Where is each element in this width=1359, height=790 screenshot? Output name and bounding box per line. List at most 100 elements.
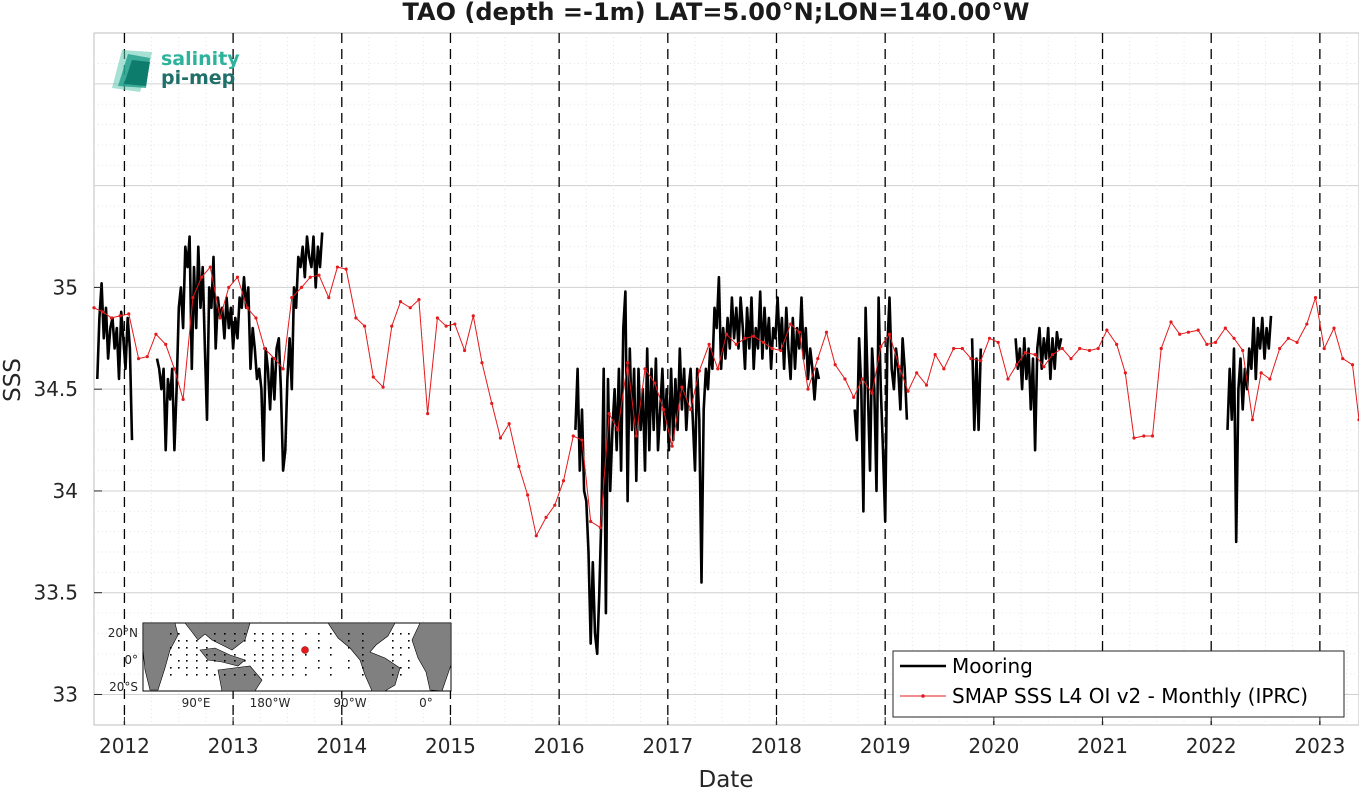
x-tick-label: 2019 [860,734,911,758]
inset-dot [408,647,410,649]
inset-dot [400,667,402,669]
series-smap-point [589,519,593,524]
series-smap-point [371,375,375,379]
series-smap-point [390,324,394,328]
series-smap-point [1096,346,1100,351]
series-smap-point [480,361,484,365]
inset-dot [206,640,208,642]
series-smap-point [462,348,467,353]
series-smap-point [987,336,992,340]
series-smap-point [833,363,837,367]
x-tick-label: 2021 [1077,734,1128,758]
inset-dot [400,647,402,649]
series-smap-point [444,324,448,328]
inset-dot [330,633,332,635]
inset-dot [178,667,180,669]
y-tick-label: 34.5 [33,377,78,401]
series-smap-point [398,300,403,304]
x-tick-label: 2017 [642,734,693,758]
inset-dot [318,633,320,635]
inset-dot [206,667,208,669]
inset-dot [196,660,198,662]
series-smap-point [1123,371,1127,375]
series-smap-point [109,316,113,320]
inset-dot [196,654,198,656]
series-smap-point [1295,340,1299,344]
map-lat-label-20s: 20°S [109,680,138,694]
inset-dot [348,660,350,662]
inset-dot [292,654,294,656]
inset-dot [244,660,246,662]
inset-dot [244,654,246,656]
inset-dot [318,640,320,642]
inset-africa [142,622,179,691]
series-smap-point [779,348,783,353]
salinity-pimep-logo: salinity pi-mep [112,48,240,92]
inset-dot [178,633,180,635]
inset-dot [186,647,188,649]
series-smap-point [879,344,883,349]
series-smap-point [408,306,412,310]
series-smap-point [235,275,240,279]
inset-dot [292,674,294,676]
series-smap-point [716,367,720,371]
inset-dot [400,633,402,635]
series-smap-point [1332,326,1336,330]
inset-dot [224,633,226,635]
inset-dot [196,667,198,669]
inset-dot [262,660,264,662]
series-smap-point [933,352,937,357]
inset-dot [392,654,394,656]
legend-label-smap: SMAP SSS L4 OI v2 - Monthly (IPRC) [952,684,1308,708]
series-smap-point [534,534,538,538]
series-smap-point [1259,371,1263,375]
inset-map-frame [142,622,452,692]
series-smap-point [897,365,901,369]
inset-dot [408,660,410,662]
series-smap-point [1050,352,1055,357]
inset-americas [327,622,401,692]
series-smap-point [327,295,331,300]
inset-dot [244,640,246,642]
inset-dot [262,674,264,676]
inset-dot [362,640,364,642]
inset-dot [186,640,188,642]
series-smap-point [979,359,983,363]
series-smap-point [1305,322,1309,326]
series-smap-point [92,306,96,310]
series-smap-point [290,295,294,300]
inset-dot [305,633,307,635]
series-smap-point [1232,336,1236,340]
series-smap-point [426,412,430,416]
inset-dot [292,667,294,669]
series-smap-point [1015,363,1019,367]
inset-dot [292,660,294,662]
series-smap-point [1186,330,1190,334]
inset-dot [214,633,216,635]
series-smap-point [1069,357,1073,361]
series-smap-point [335,265,340,269]
series-mooring-line [853,296,909,523]
series-smap-point [1213,340,1218,344]
series-smap-point [887,332,892,336]
series-smap-point [118,314,122,318]
inset-dot [392,640,394,642]
inset-dot [178,640,180,642]
x-tick-label: 2015 [425,734,476,758]
inset-dot [244,633,246,635]
map-lon-label-90e: 90°E [182,696,211,710]
inset-dot [262,667,264,669]
series-mooring-line [970,338,983,432]
series-smap-point [317,273,321,277]
series-smap-point [561,479,566,483]
series-smap-point [996,340,1000,344]
logo-line1: salinity [161,48,240,70]
series-smap-point [852,395,856,399]
series-smap-point [598,525,603,530]
inset-dot [262,647,264,649]
legend-box [892,650,1345,718]
series-smap-point [453,322,457,326]
inset-dot [272,647,274,649]
inset-dot [282,667,284,669]
series-smap-point [1087,348,1092,353]
